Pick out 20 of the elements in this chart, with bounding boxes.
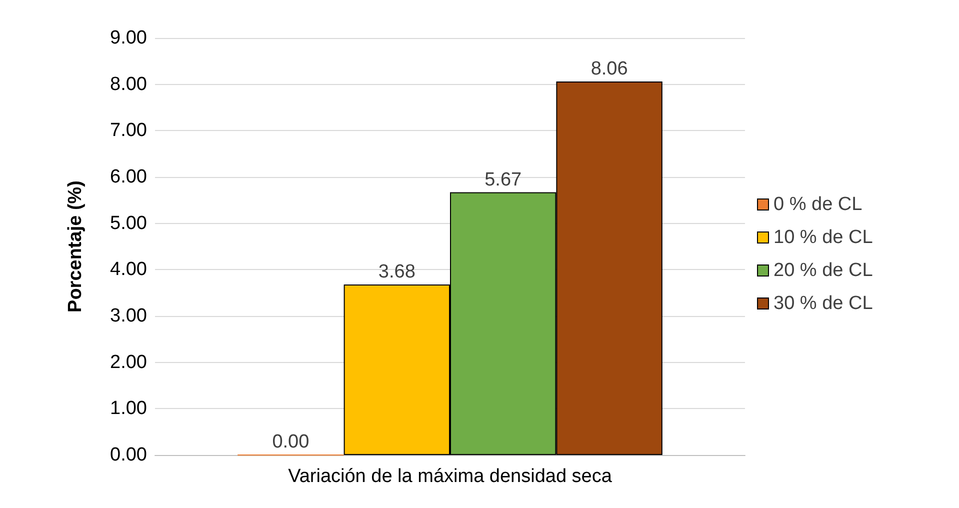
- data-label: 0.00: [272, 432, 310, 452]
- data-label: 5.67: [484, 169, 522, 190]
- data-label: 8.06: [590, 58, 628, 80]
- y-tick-label: 7.00: [110, 120, 147, 142]
- y-tick-label: 6.00: [110, 166, 147, 188]
- y-tick-label: 8.00: [110, 74, 147, 95]
- legend-label: 10 % de CL: [774, 227, 873, 248]
- y-tick-label: 9.00: [110, 28, 147, 48]
- y-tick-label: 3.00: [110, 306, 147, 326]
- legend-label: 0 % de CL: [774, 194, 862, 215]
- data-label: 3.68: [378, 261, 416, 282]
- y-tick-label: 1.00: [110, 398, 147, 420]
- y-tick-label: 2.00: [110, 352, 147, 373]
- y-tick-label: 5.00: [110, 212, 147, 234]
- y-tick-label: 0.00: [110, 444, 147, 466]
- y-tick-label: 4.00: [110, 259, 147, 280]
- legend-label: 30 % de CL: [774, 293, 873, 314]
- legend-label: 20 % de CL: [774, 260, 873, 281]
- x-tick-label: Variación de la máxima densidad seca: [288, 466, 612, 487]
- y-axis-title: Porcentaje (%): [65, 180, 86, 312]
